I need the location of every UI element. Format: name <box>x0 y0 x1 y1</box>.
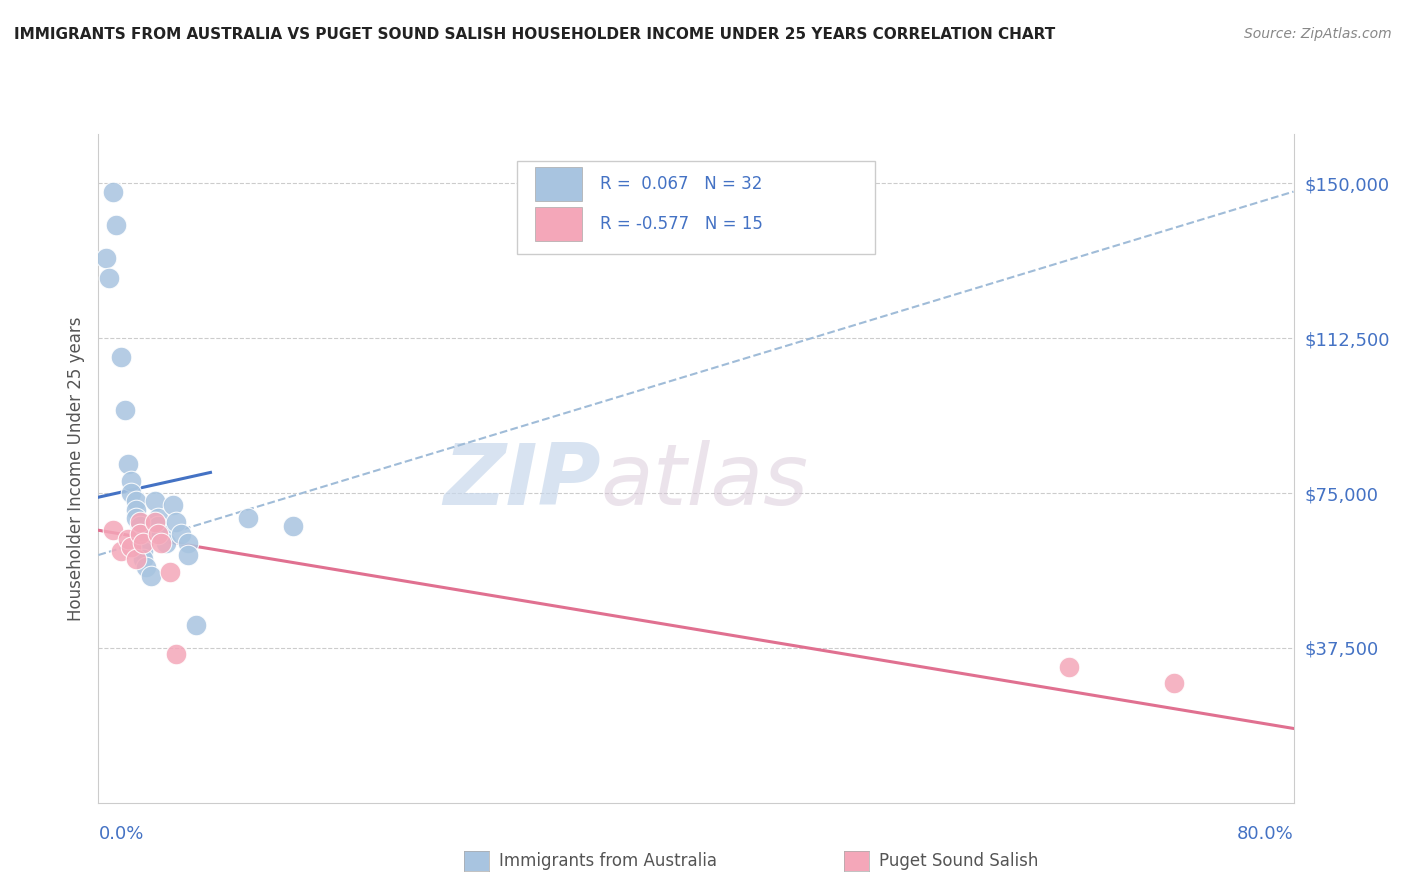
Text: Immigrants from Australia: Immigrants from Australia <box>499 852 717 870</box>
Point <box>110 350 132 364</box>
Point <box>129 519 152 533</box>
Point <box>281 519 304 533</box>
Point <box>125 552 148 566</box>
Point <box>117 457 139 471</box>
Point <box>177 535 200 549</box>
Y-axis label: Householder Income Under 25 years: Householder Income Under 25 years <box>66 316 84 621</box>
Point <box>120 540 142 554</box>
Point <box>169 527 191 541</box>
Point <box>117 532 139 546</box>
Point <box>129 527 152 541</box>
Point <box>97 271 120 285</box>
Point <box>155 535 177 549</box>
Bar <box>534 168 582 201</box>
Point <box>129 515 152 529</box>
Text: 80.0%: 80.0% <box>1237 825 1294 843</box>
Point <box>132 544 155 558</box>
Point <box>110 544 132 558</box>
Point <box>148 511 170 525</box>
Point <box>1163 676 1185 690</box>
Point <box>150 535 173 549</box>
Point <box>165 647 187 661</box>
Point <box>184 618 207 632</box>
Point <box>236 511 259 525</box>
Point <box>120 486 142 500</box>
Point <box>94 251 117 265</box>
Point <box>125 494 148 508</box>
Bar <box>534 208 582 241</box>
Text: 0.0%: 0.0% <box>98 825 143 843</box>
Text: IMMIGRANTS FROM AUSTRALIA VS PUGET SOUND SALISH HOUSEHOLDER INCOME UNDER 25 YEAR: IMMIGRANTS FROM AUSTRALIA VS PUGET SOUND… <box>14 27 1056 42</box>
Point <box>165 515 187 529</box>
Point <box>125 502 148 516</box>
Point <box>129 527 152 541</box>
Point <box>143 494 166 508</box>
Point <box>114 403 136 417</box>
Text: R = -0.577   N = 15: R = -0.577 N = 15 <box>600 215 763 233</box>
Point <box>105 218 128 232</box>
Point <box>139 568 162 582</box>
Point <box>177 548 200 562</box>
Point <box>135 560 157 574</box>
Point <box>162 499 184 513</box>
Point <box>132 535 155 549</box>
Point <box>148 527 170 541</box>
Text: Puget Sound Salish: Puget Sound Salish <box>879 852 1038 870</box>
FancyBboxPatch shape <box>517 161 875 254</box>
Point <box>159 565 181 579</box>
Point <box>103 185 125 199</box>
Text: ZIP: ZIP <box>443 440 600 524</box>
Point <box>132 552 155 566</box>
Text: R =  0.067   N = 32: R = 0.067 N = 32 <box>600 175 762 193</box>
Point <box>103 523 125 537</box>
Point <box>132 535 155 549</box>
Point <box>148 519 170 533</box>
Text: atlas: atlas <box>600 440 808 524</box>
Text: Source: ZipAtlas.com: Source: ZipAtlas.com <box>1244 27 1392 41</box>
Point <box>1059 659 1081 673</box>
Point <box>143 515 166 529</box>
Point <box>120 474 142 488</box>
Point <box>150 527 173 541</box>
Point <box>125 511 148 525</box>
